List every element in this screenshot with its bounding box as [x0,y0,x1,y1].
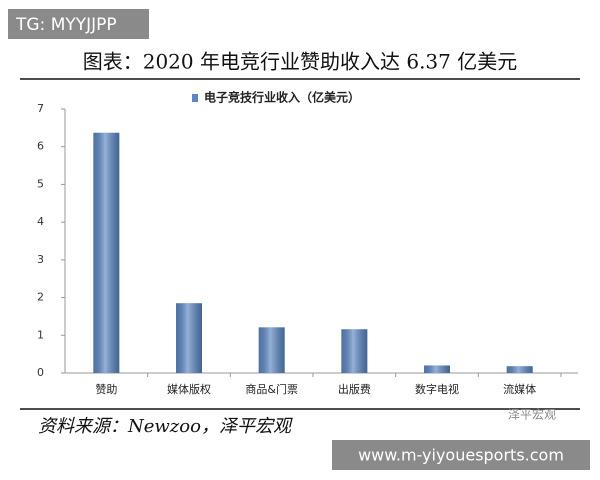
y-tick-label: 0 [37,366,44,379]
y-tick-label: 3 [37,253,44,266]
y-tick-label: 6 [37,140,44,153]
overlay-text: www.m-yiyouesports.com [358,446,564,465]
y-tick-label: 1 [37,328,44,341]
x-tick-label: 数字电视 [415,382,459,396]
bar-shade [93,132,120,373]
x-tick-label: 流媒体 [503,382,536,396]
x-tick-label: 商品&门票 [245,382,298,396]
bar-shade [506,366,533,373]
x-tick-label: 赞助 [95,382,117,396]
source: 资料来源：Newzoo，泽平宏观 [38,416,293,437]
overlay-box [8,9,149,39]
x-tick-label: 出版费 [338,382,371,396]
legend-label: 电子竞技行业收入（亿美元） [204,90,360,105]
overlay-box [332,440,590,470]
x-tick-label: 媒体版权 [167,382,211,396]
overlay-text: TG: MYYJJPP [15,15,117,35]
y-tick-label: 7 [37,102,44,115]
y-tick-label: 2 [37,291,44,304]
chart-title: 图表：2020 年电竞行业赞助收入达 6.37 亿美元 [83,50,518,74]
bar-shade [341,329,368,373]
legend-swatch [192,94,198,102]
y-tick-label: 5 [37,177,44,190]
bar-shade [424,365,450,373]
y-tick-label: 4 [37,215,44,228]
bar-shade [176,303,202,373]
watermark: 泽平宏观 [508,407,556,422]
bar-shade [258,327,285,373]
